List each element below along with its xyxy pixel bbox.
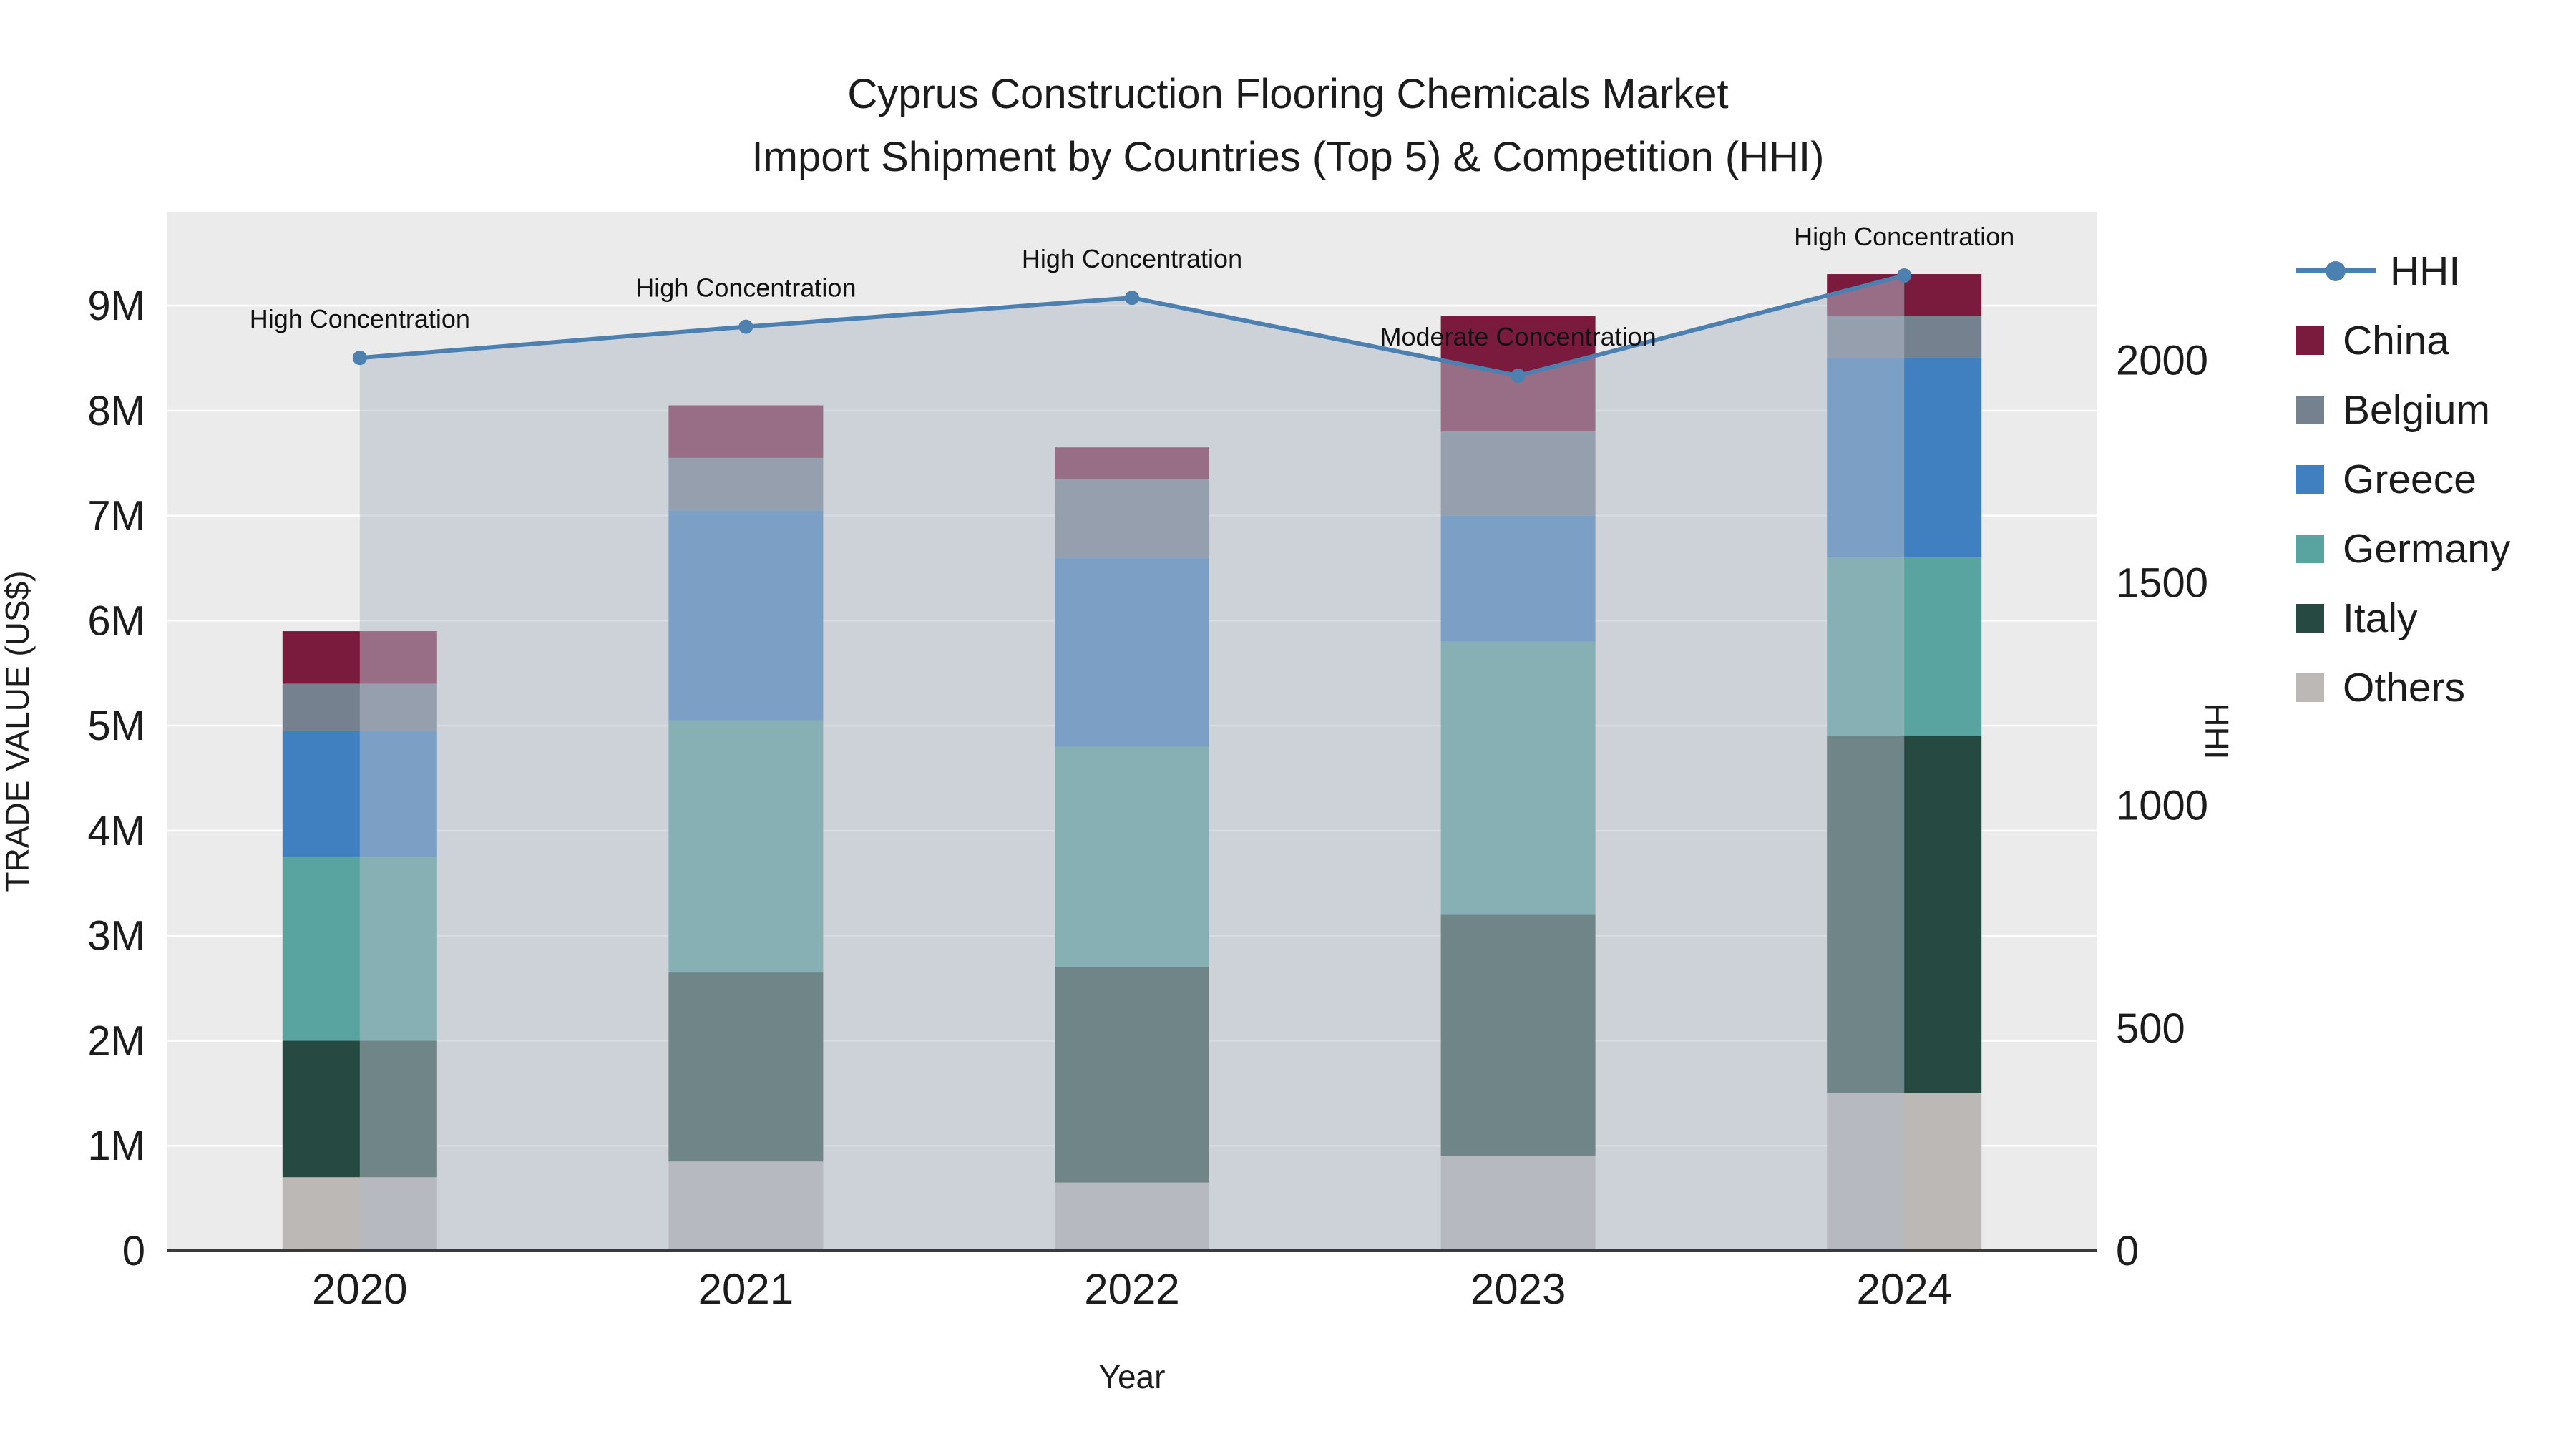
y-left-tick-2M: 2M — [87, 1018, 145, 1064]
legend-item-others[interactable]: Others — [2296, 653, 2510, 722]
legend-item-hhi[interactable]: HHI — [2296, 236, 2510, 306]
annotation-2023: Moderate Concentration — [1380, 322, 1656, 351]
legend-line-marker-icon — [2326, 260, 2346, 281]
y-right-tick-1000: 1000 — [2116, 783, 2208, 829]
legend-swatch-greece — [2296, 464, 2324, 494]
legend-item-italy[interactable]: Italy — [2296, 583, 2510, 653]
annotation-2024: High Concentration — [1794, 222, 2014, 251]
legend-swatch-italy — [2296, 603, 2324, 633]
annotation-2021: High Concentration — [635, 273, 856, 303]
hhi-marker-2024 — [1897, 268, 1912, 283]
y-right-tick-2000: 2000 — [2116, 337, 2208, 384]
legend-item-belgium[interactable]: Belgium — [2296, 375, 2510, 444]
y-left-tick-3M: 3M — [87, 913, 145, 960]
annotation-2022: High Concentration — [1022, 244, 1242, 273]
x-tick-2022: 2022 — [1084, 1265, 1179, 1313]
y-right-tick-1500: 1500 — [2116, 560, 2208, 606]
legend-item-china[interactable]: China — [2296, 306, 2510, 375]
y-left-axis-title: TRADE VALUE (US$) — [0, 570, 36, 892]
hhi-marker-2021 — [738, 319, 753, 334]
y-right-tick-500: 500 — [2116, 1005, 2185, 1052]
legend-item-germany[interactable]: Germany — [2296, 514, 2510, 583]
legend-label-hhi: HHI — [2390, 248, 2461, 294]
y-left-tick-6M: 6M — [87, 597, 145, 644]
chart-title: Cyprus Construction Flooring Chemicals M… — [0, 63, 2576, 189]
legend-item-greece[interactable]: Greece — [2296, 444, 2510, 514]
legend-label-belgium: Belgium — [2343, 386, 2490, 433]
chart-title-line1: Cyprus Construction Flooring Chemicals M… — [847, 71, 1729, 117]
legend-label-others: Others — [2343, 664, 2466, 711]
legend-swatch-belgium — [2296, 395, 2324, 424]
x-axis-title: Year — [1099, 1358, 1166, 1395]
chart-title-line2: Import Shipment by Countries (Top 5) & C… — [751, 134, 1825, 180]
y-right-tick-0: 0 — [2116, 1228, 2139, 1274]
x-tick-2023: 2023 — [1470, 1265, 1566, 1313]
legend-swatch-china — [2296, 326, 2324, 355]
hhi-marker-2023 — [1511, 369, 1526, 384]
x-tick-2024: 2024 — [1856, 1265, 1951, 1313]
y-left-tick-1M: 1M — [87, 1123, 145, 1169]
y-left-tick-0: 0 — [122, 1228, 145, 1274]
hhi-area-fill — [359, 275, 1905, 1252]
y-left-tick-5M: 5M — [87, 703, 145, 749]
y-left-tick-8M: 8M — [87, 388, 145, 434]
legend-label-italy: Italy — [2343, 595, 2418, 641]
y-left-tick-7M: 7M — [87, 493, 145, 540]
legend-swatch-germany — [2296, 534, 2324, 563]
legend-swatch-hhi — [2296, 260, 2376, 281]
legend-label-china: China — [2343, 317, 2449, 364]
x-tick-2021: 2021 — [698, 1265, 794, 1313]
x-tick-2020: 2020 — [312, 1265, 407, 1313]
y-left-tick-4M: 4M — [87, 808, 145, 854]
legend: HHI China Belgium Greece Germany Italy Others — [2296, 236, 2510, 722]
legend-label-greece: Greece — [2343, 456, 2477, 502]
hhi-marker-2022 — [1125, 291, 1139, 306]
hhi-marker-2020 — [352, 351, 367, 366]
y-right-axis-title: HHI — [2198, 703, 2235, 759]
legend-swatch-others — [2296, 673, 2324, 702]
legend-label-germany: Germany — [2343, 525, 2511, 572]
y-left-tick-9M: 9M — [87, 283, 145, 329]
annotation-2020: High Concentration — [250, 304, 470, 333]
